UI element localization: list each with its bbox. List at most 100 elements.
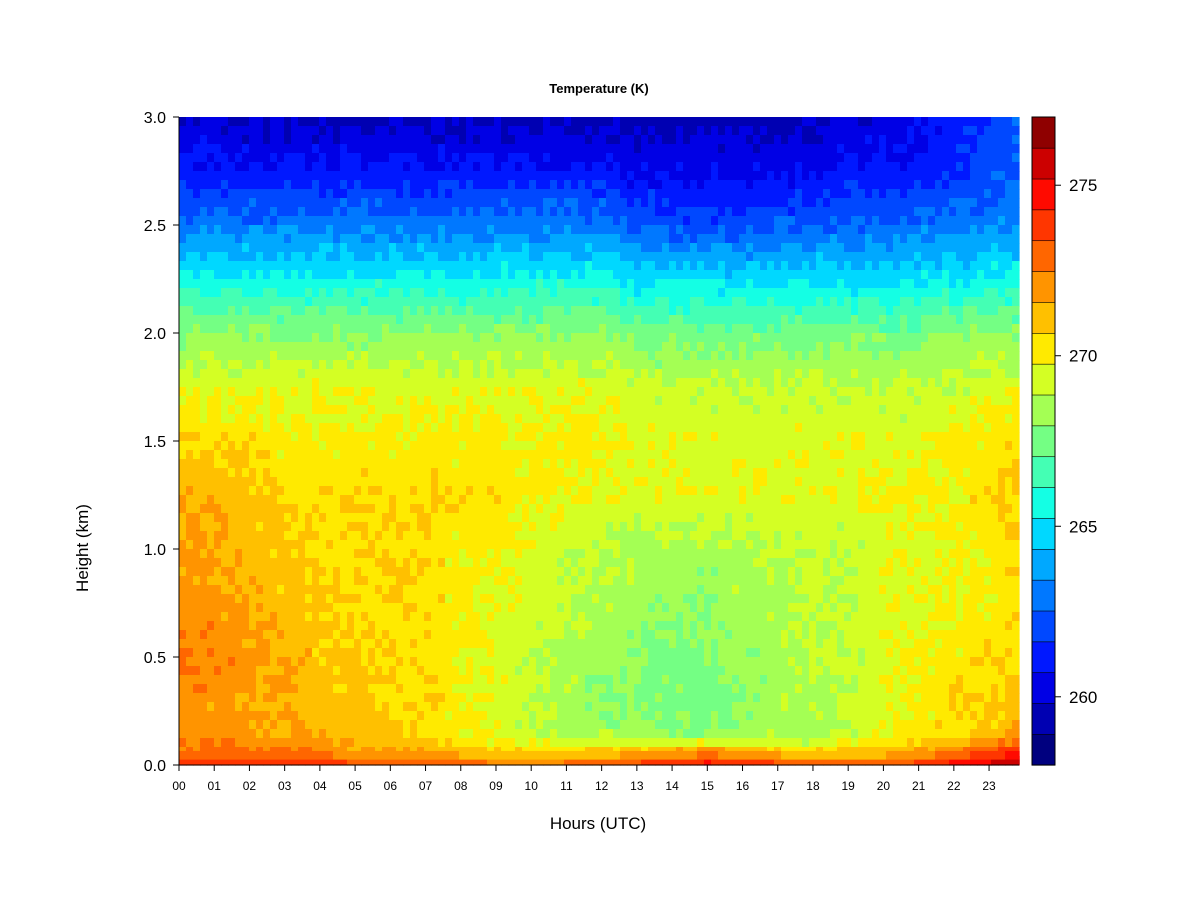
- heatmap-cell: [564, 729, 572, 739]
- heatmap-cell: [564, 135, 572, 145]
- heatmap-cell: [424, 126, 432, 136]
- heatmap-cell: [319, 594, 327, 604]
- heatmap-cell: [641, 234, 649, 244]
- heatmap-cell: [487, 621, 495, 631]
- heatmap-cell: [256, 531, 264, 541]
- heatmap-cell: [326, 675, 334, 685]
- heatmap-cell: [613, 657, 621, 667]
- heatmap-cell: [466, 450, 474, 460]
- heatmap-cell: [228, 621, 236, 631]
- heatmap-cell: [564, 468, 572, 478]
- heatmap-cell: [291, 711, 299, 721]
- heatmap-cell: [221, 684, 229, 694]
- heatmap-cell: [382, 603, 390, 613]
- heatmap-cell: [249, 603, 257, 613]
- heatmap-cell: [424, 549, 432, 559]
- heatmap-cell: [438, 585, 446, 595]
- heatmap-cell: [613, 666, 621, 676]
- heatmap-cell: [256, 720, 264, 730]
- heatmap-cell: [354, 369, 362, 379]
- heatmap-cell: [340, 702, 348, 712]
- heatmap-cell: [312, 459, 320, 469]
- heatmap-cell: [466, 540, 474, 550]
- heatmap-cell: [431, 540, 439, 550]
- heatmap-cell: [634, 738, 642, 748]
- heatmap-cell: [333, 432, 341, 442]
- heatmap-cell: [179, 594, 187, 604]
- heatmap-cell: [543, 261, 551, 271]
- heatmap-cell: [543, 288, 551, 298]
- heatmap-cell: [613, 243, 621, 253]
- heatmap-cell: [648, 729, 656, 739]
- heatmap-cell: [501, 585, 509, 595]
- heatmap-cell: [648, 720, 656, 730]
- heatmap-cell: [550, 621, 558, 631]
- heatmap-cell: [655, 297, 663, 307]
- heatmap-cell: [284, 522, 292, 532]
- heatmap-cell: [592, 603, 600, 613]
- heatmap-cell: [564, 360, 572, 370]
- heatmap-cell: [648, 279, 656, 289]
- heatmap-cell: [333, 126, 341, 136]
- heatmap-cell: [382, 432, 390, 442]
- heatmap-cell: [620, 459, 628, 469]
- heatmap-cell: [557, 315, 565, 325]
- heatmap-cell: [494, 594, 502, 604]
- heatmap-cell: [298, 513, 306, 523]
- heatmap-cell: [242, 711, 250, 721]
- heatmap-cell: [452, 459, 460, 469]
- heatmap-cell: [214, 171, 222, 181]
- heatmap-cell: [648, 144, 656, 154]
- heatmap-cell: [438, 432, 446, 442]
- heatmap-cell: [319, 567, 327, 577]
- heatmap-cell: [382, 342, 390, 352]
- heatmap-cell: [242, 495, 250, 505]
- heatmap-cell: [340, 423, 348, 433]
- heatmap-cell: [284, 378, 292, 388]
- heatmap-cell: [613, 306, 621, 316]
- heatmap-cell: [662, 126, 670, 136]
- heatmap-cell: [550, 216, 558, 226]
- heatmap-cell: [235, 306, 243, 316]
- heatmap-cell: [571, 405, 579, 415]
- heatmap-cell: [431, 351, 439, 361]
- heatmap-cell: [655, 738, 663, 748]
- heatmap-cell: [256, 243, 264, 253]
- heatmap-cell: [452, 270, 460, 280]
- heatmap-cell: [214, 549, 222, 559]
- heatmap-cell: [480, 243, 488, 253]
- heatmap-cell: [543, 252, 551, 262]
- heatmap-cell: [662, 189, 670, 199]
- heatmap-cell: [354, 522, 362, 532]
- heatmap-cell: [445, 270, 453, 280]
- heatmap-cell: [445, 567, 453, 577]
- heatmap-cell: [431, 702, 439, 712]
- heatmap-cell: [249, 117, 257, 127]
- heatmap-cell: [256, 135, 264, 145]
- heatmap-cell: [585, 135, 593, 145]
- heatmap-cell: [627, 540, 635, 550]
- heatmap-cell: [634, 369, 642, 379]
- heatmap-cell: [333, 207, 341, 217]
- heatmap-cell: [508, 540, 516, 550]
- heatmap-cell: [410, 162, 418, 172]
- heatmap-cell: [284, 540, 292, 550]
- heatmap-cell: [466, 396, 474, 406]
- heatmap-cell: [522, 171, 530, 181]
- heatmap-cell: [543, 243, 551, 253]
- heatmap-cell: [501, 612, 509, 622]
- heatmap-cell: [473, 117, 481, 127]
- heatmap-cell: [186, 333, 194, 343]
- heatmap-cell: [256, 594, 264, 604]
- heatmap-cell: [550, 369, 558, 379]
- heatmap-cell: [564, 684, 572, 694]
- heatmap-cell: [655, 576, 663, 586]
- heatmap-cell: [333, 729, 341, 739]
- heatmap-cell: [578, 135, 586, 145]
- heatmap-cell: [235, 180, 243, 190]
- heatmap-cell: [494, 666, 502, 676]
- heatmap-cell: [389, 594, 397, 604]
- heatmap-cell: [431, 243, 439, 253]
- heatmap-cell: [200, 306, 208, 316]
- heatmap-cell: [242, 360, 250, 370]
